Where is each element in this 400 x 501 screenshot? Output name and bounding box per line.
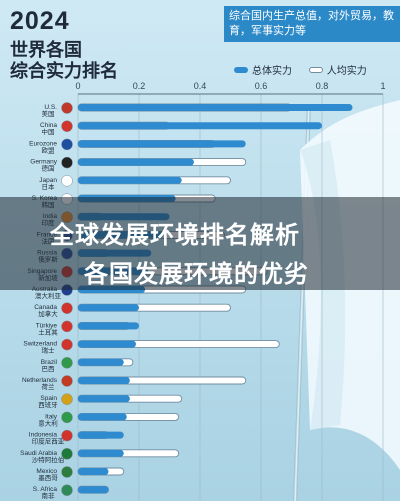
legend-item-total: 总体实力 xyxy=(234,62,292,77)
legend-item-per-capita: 人均实力 xyxy=(308,62,367,77)
bar-total xyxy=(78,340,136,348)
bar-total xyxy=(78,486,109,494)
banner-line-1: 全球发展环境排名解析 xyxy=(50,222,300,249)
description-box: 综合国内生产总值，对外贸易，教育，军事实力等 xyxy=(224,6,400,42)
category-label-en: Mexico xyxy=(36,468,57,475)
flag-icon xyxy=(61,320,73,333)
flag-icon xyxy=(61,102,73,114)
bar-total xyxy=(78,377,130,384)
x-tick-label: 0 xyxy=(75,81,80,91)
category-label-cn: 西班牙 xyxy=(38,400,58,409)
category-label-cn: 瑞士 xyxy=(42,346,56,355)
category-label-en: Indonesia xyxy=(29,432,58,439)
category-label-cn: 土耳其 xyxy=(38,327,58,336)
category-label-cn: 沙特阿拉伯 xyxy=(32,455,65,464)
bar-total xyxy=(78,431,124,439)
category-label-en: Türkiye xyxy=(36,322,58,329)
bar-total xyxy=(78,158,194,166)
title-line-1: 世界各国 xyxy=(10,40,82,60)
bar-total xyxy=(78,176,182,184)
category-label-en: Germany xyxy=(30,159,57,166)
category-label-en: China xyxy=(40,122,57,129)
category-label-cn: 荷兰 xyxy=(42,382,56,391)
category-label-cn: 美国 xyxy=(42,109,55,118)
category-label-cn: 意大利 xyxy=(38,418,58,427)
category-label-en: Saudi Arabia xyxy=(20,450,57,457)
category-label-en: Netherlands xyxy=(22,377,58,384)
flag-icon xyxy=(61,138,73,151)
bar-total xyxy=(78,468,109,475)
bar-total xyxy=(78,122,322,130)
category-label-en: Eurozone xyxy=(29,140,57,147)
bar-total xyxy=(78,322,139,330)
category-label-en: Brazil xyxy=(41,359,58,366)
bar-total xyxy=(78,304,139,312)
flag-icon xyxy=(61,375,73,387)
category-label-cn: 巴西 xyxy=(42,365,56,373)
bar-total xyxy=(78,104,353,111)
category-label-cn: 澳大利亚 xyxy=(35,291,62,300)
flag-icon xyxy=(61,120,73,132)
x-tick-label: 0.4 xyxy=(194,81,207,91)
category-label-cn: 欧盟 xyxy=(42,145,56,154)
flag-icon xyxy=(61,156,73,169)
flag-icon xyxy=(61,466,73,478)
category-label-cn: 中国 xyxy=(42,127,55,136)
bar-total xyxy=(78,395,130,403)
category-label-cn: 加拿大 xyxy=(38,309,58,318)
flag-icon xyxy=(61,429,73,442)
overlay-banner xyxy=(0,197,400,290)
category-label-en: Canada xyxy=(34,304,57,311)
category-label-en: Italy xyxy=(45,413,58,420)
banner-line-2: 各国发展环境的优劣 xyxy=(84,261,309,288)
flag-icon xyxy=(61,393,73,405)
category-label-cn: 德国 xyxy=(42,164,55,173)
flag-icon xyxy=(61,175,73,187)
category-label-en: U.S. xyxy=(44,104,57,111)
legend-label-per-capita: 人均实力 xyxy=(326,66,367,77)
flag-icon xyxy=(61,484,73,496)
category-label-cn: 南非 xyxy=(42,491,56,500)
title-line-2: 综合实力排名 xyxy=(10,61,118,81)
x-tick-label: 1 xyxy=(380,81,385,91)
flag-icon xyxy=(61,411,73,424)
x-tick-label: 0.2 xyxy=(133,81,146,91)
flag-icon xyxy=(61,357,73,369)
category-label-cn: 印度尼西亚 xyxy=(32,437,65,446)
legend-label-total: 总体实力 xyxy=(252,66,292,77)
flag-icon xyxy=(61,302,73,314)
legend-swatch-total xyxy=(234,66,248,73)
legend: 总体实力 人均实力 xyxy=(234,62,381,77)
flag-icon xyxy=(61,448,73,460)
bar-total xyxy=(78,358,124,366)
bar-total xyxy=(78,449,124,457)
category-label-cn: 日本 xyxy=(42,182,56,191)
category-label-en: Switzerland xyxy=(23,341,57,348)
bar-total xyxy=(78,140,246,148)
x-tick-label: 0.8 xyxy=(316,81,329,91)
x-tick-label: 0.6 xyxy=(255,81,268,91)
category-label-cn: 墨西哥 xyxy=(38,474,58,482)
bar-total xyxy=(78,413,127,421)
category-label-en: Spain xyxy=(40,395,57,402)
flag-icon xyxy=(61,338,73,351)
category-label-en: Japan xyxy=(39,177,57,184)
legend-swatch-per-capita xyxy=(308,66,323,73)
category-label-en: S. Africa xyxy=(33,486,58,493)
title-year: 2024 xyxy=(10,7,70,35)
